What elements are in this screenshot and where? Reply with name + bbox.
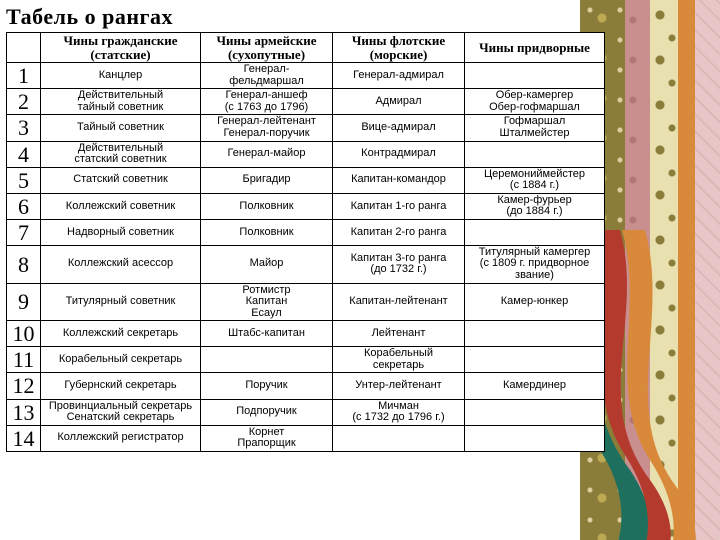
cell-navy	[333, 425, 465, 451]
rank-number: 1	[7, 63, 41, 89]
cell-civil: Канцлер	[41, 63, 201, 89]
cell-court: Церемониймейстер(с 1884 г.)	[465, 167, 605, 193]
table-row: 5Статский советникБригадирКапитан-команд…	[7, 167, 605, 193]
table-header-row: Чины гражданские(статские) Чины армейски…	[7, 33, 605, 63]
rank-number: 10	[7, 321, 41, 347]
rank-number: 9	[7, 283, 41, 321]
rank-number: 6	[7, 193, 41, 219]
table-row: 6Коллежский советникПолковникКапитан 1-г…	[7, 193, 605, 219]
cell-army: Бригадир	[201, 167, 333, 193]
col-header-num	[7, 33, 41, 63]
cell-navy: Капитан 2-го ранга	[333, 219, 465, 245]
rank-number: 13	[7, 399, 41, 425]
cell-navy: Адмирал	[333, 89, 465, 115]
cell-army: КорнетПрапорщик	[201, 425, 333, 451]
cell-civil: Коллежский регистратор	[41, 425, 201, 451]
cell-court	[465, 347, 605, 373]
table-row: 7Надворный советникПолковникКапитан 2-го…	[7, 219, 605, 245]
table-row: 13Провинциальный секретарьСенатский секр…	[7, 399, 605, 425]
rank-number: 11	[7, 347, 41, 373]
col-header-army: Чины армейские(сухопутные)	[201, 33, 333, 63]
cell-court: Обер-камергерОбер-гофмаршал	[465, 89, 605, 115]
cell-navy: Капитан 3-го ранга(до 1732 г.)	[333, 245, 465, 283]
cell-court	[465, 219, 605, 245]
cell-civil: Коллежский секретарь	[41, 321, 201, 347]
cell-court	[465, 63, 605, 89]
cell-civil: Губернский секретарь	[41, 373, 201, 399]
cell-navy: Корабельныйсекретарь	[333, 347, 465, 373]
rank-number: 7	[7, 219, 41, 245]
cell-army: Штабс-капитан	[201, 321, 333, 347]
table-row: 10Коллежский секретарьШтабс-капитанЛейте…	[7, 321, 605, 347]
cell-army	[201, 347, 333, 373]
col-header-civil: Чины гражданские(статские)	[41, 33, 201, 63]
cell-court	[465, 321, 605, 347]
cell-navy: Лейтенант	[333, 321, 465, 347]
cell-army: Генерал-майор	[201, 141, 333, 167]
cell-army: Майор	[201, 245, 333, 283]
col-header-navy: Чины флотские(морские)	[333, 33, 465, 63]
table-row: 3Тайный советникГенерал-лейтенантГенерал…	[7, 115, 605, 141]
ranks-table: Чины гражданские(статские) Чины армейски…	[6, 32, 605, 452]
table-row: 8Коллежский асессорМайорКапитан 3-го ран…	[7, 245, 605, 283]
col-header-court: Чины придворные	[465, 33, 605, 63]
cell-civil: Действительныйстатский советник	[41, 141, 201, 167]
table-row: 4Действительныйстатский советникГенерал-…	[7, 141, 605, 167]
rank-number: 2	[7, 89, 41, 115]
cell-navy: Унтер-лейтенант	[333, 373, 465, 399]
rank-number: 8	[7, 245, 41, 283]
cell-army: Генерал-аншеф(с 1763 до 1796)	[201, 89, 333, 115]
cell-court	[465, 141, 605, 167]
page-title: Табель о рангах	[6, 4, 605, 30]
cell-army: Полковник	[201, 193, 333, 219]
cell-navy: Генерал-адмирал	[333, 63, 465, 89]
rank-number: 3	[7, 115, 41, 141]
cell-army: Полковник	[201, 219, 333, 245]
cell-navy: Мичман(с 1732 до 1796 г.)	[333, 399, 465, 425]
table-row: 2Действительныйтайный советникГенерал-ан…	[7, 89, 605, 115]
cell-civil: Коллежский советник	[41, 193, 201, 219]
cell-court: Камер-юнкер	[465, 283, 605, 321]
cell-civil: Действительныйтайный советник	[41, 89, 201, 115]
cell-court: Титулярный камергер(с 1809 г. придворное…	[465, 245, 605, 283]
cell-civil: Тайный советник	[41, 115, 201, 141]
cell-army: Генерал-лейтенантГенерал-поручик	[201, 115, 333, 141]
cell-civil: Статский советник	[41, 167, 201, 193]
cell-civil: Корабельный секретарь	[41, 347, 201, 373]
cell-army: Подпоручик	[201, 399, 333, 425]
cell-civil: Титулярный советник	[41, 283, 201, 321]
cell-army: Поручик	[201, 373, 333, 399]
cell-court	[465, 399, 605, 425]
cell-navy: Вице-адмирал	[333, 115, 465, 141]
cell-navy: Капитан-лейтенант	[333, 283, 465, 321]
table-row: 1КанцлерГенерал-фельдмаршалГенерал-адмир…	[7, 63, 605, 89]
table-row: 9Титулярный советникРотмистрКапитанЕсаул…	[7, 283, 605, 321]
cell-court: Камердинер	[465, 373, 605, 399]
cell-court	[465, 425, 605, 451]
rank-number: 5	[7, 167, 41, 193]
cell-civil: Провинциальный секретарьСенатский секрет…	[41, 399, 201, 425]
cell-navy: Контрадмирал	[333, 141, 465, 167]
rank-number: 14	[7, 425, 41, 451]
table-row: 12Губернский секретарьПоручикУнтер-лейте…	[7, 373, 605, 399]
cell-navy: Капитан 1-го ранга	[333, 193, 465, 219]
cell-court: Камер-фурьер(до 1884 г.)	[465, 193, 605, 219]
cell-army: РотмистрКапитанЕсаул	[201, 283, 333, 321]
cell-army: Генерал-фельдмаршал	[201, 63, 333, 89]
rank-number: 4	[7, 141, 41, 167]
rank-number: 12	[7, 373, 41, 399]
table-row: 11Корабельный секретарь Корабельныйсекрет…	[7, 347, 605, 373]
cell-court: ГофмаршалШталмейстер	[465, 115, 605, 141]
cell-civil: Коллежский асессор	[41, 245, 201, 283]
cell-navy: Капитан-командор	[333, 167, 465, 193]
cell-civil: Надворный советник	[41, 219, 201, 245]
table-row: 14Коллежский регистраторКорнетПрапорщик	[7, 425, 605, 451]
